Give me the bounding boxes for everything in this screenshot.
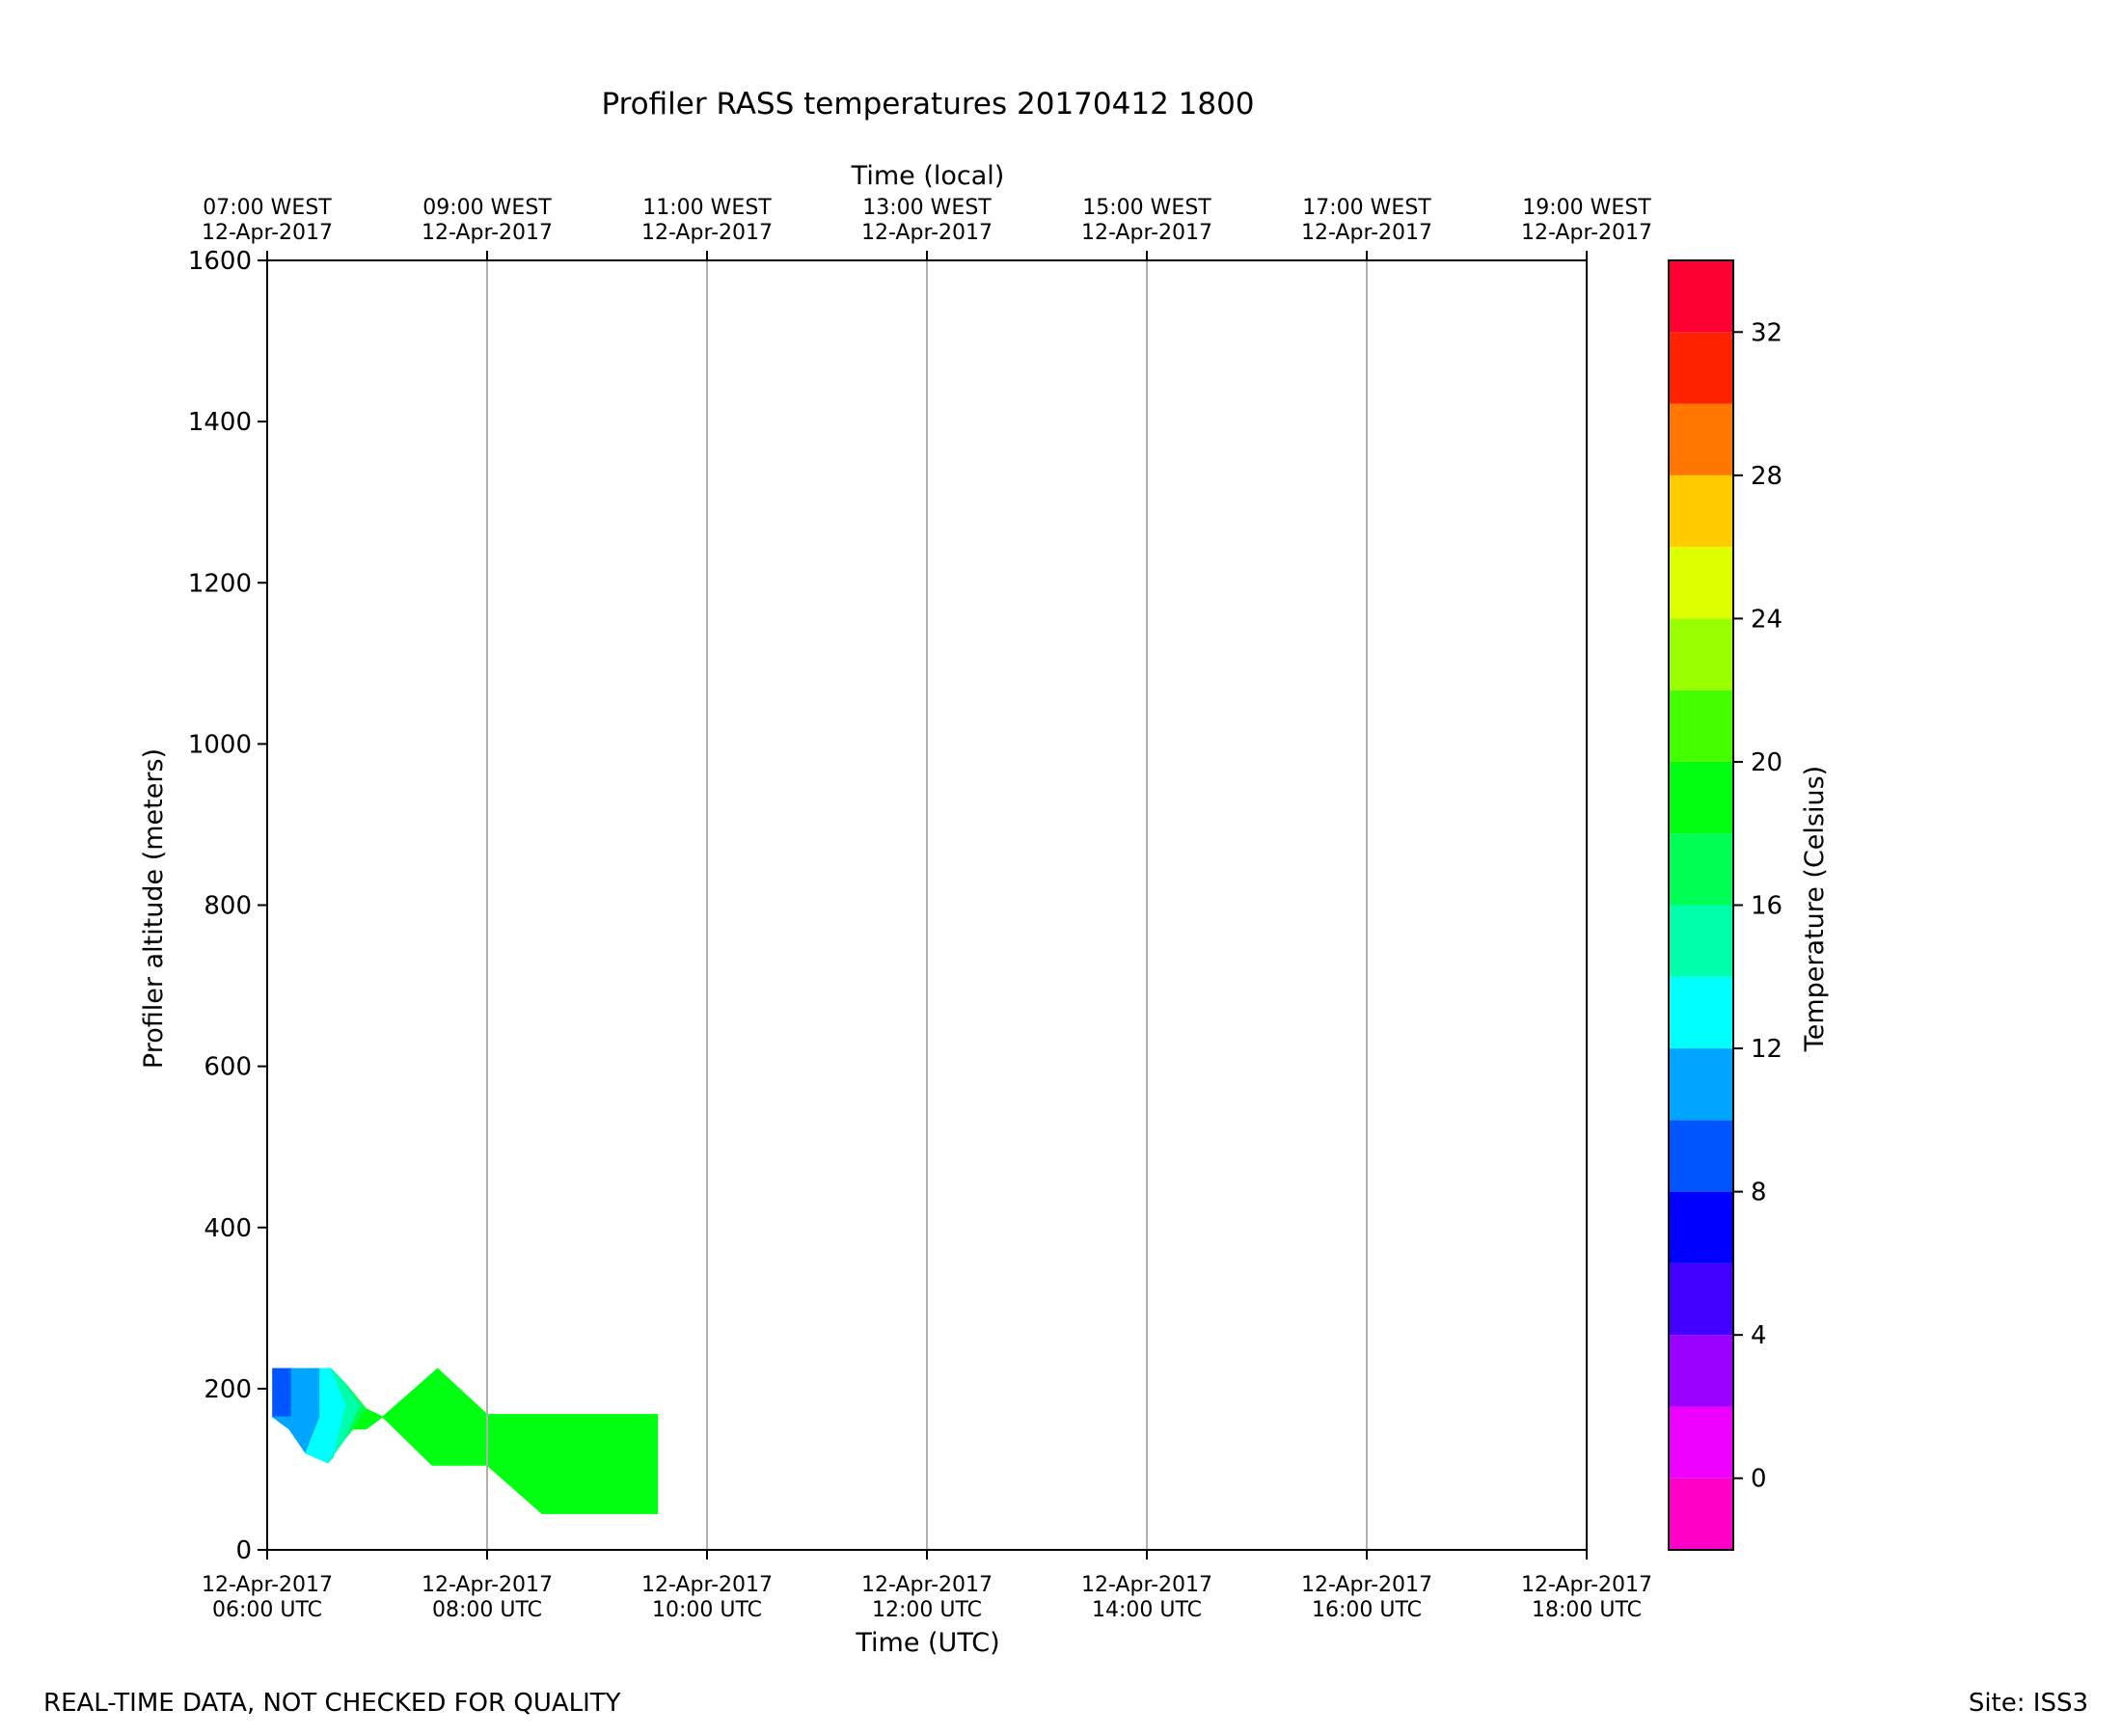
top-tick-label-date: 12-Apr-2017 [641,221,773,245]
colorbar-tick-label: 4 [1751,1321,1767,1350]
chart-title: Profiler RASS temperatures 20170412 1800 [601,87,1254,122]
region-band-18-20-a [351,1408,384,1430]
x-axis-label: Time (UTC) [855,1628,999,1658]
colorbar-swatch [1669,1478,1733,1550]
x-tick-label-time: 14:00 UTC [1092,1598,1202,1622]
footer-site-label: Site: ISS3 [1969,1689,2088,1718]
colorbar-swatch [1669,1262,1733,1336]
colorbar-swatch [1669,761,1733,834]
y-tick-label: 1000 [188,730,252,759]
colorbar-tick-label: 28 [1751,462,1782,491]
top-tick-label-time: 11:00 WEST [642,196,772,220]
x-tick-label-date: 12-Apr-2017 [1081,1573,1212,1597]
region-band-8-10 [272,1368,292,1418]
colorbar-swatch [1669,690,1733,762]
colorbar-tick-label: 8 [1751,1179,1767,1207]
x-tick-label-date: 12-Apr-2017 [422,1573,553,1597]
y-tick-label: 1200 [188,569,252,598]
y-tick-label: 800 [204,892,252,921]
y-tick-label: 1400 [188,408,252,437]
y-tick-label: 200 [204,1375,252,1404]
colorbar-tick-label: 32 [1751,318,1782,347]
colorbar-swatch [1669,618,1733,691]
top-tick-label-time: 19:00 WEST [1522,196,1651,220]
footer-quality-note: REAL-TIME DATA, NOT CHECKED FOR QUALITY [43,1689,621,1718]
y-tick-label: 0 [235,1536,252,1565]
colorbar-swatch [1669,475,1733,548]
y-axis-label: Profiler altitude (meters) [139,748,169,1069]
colorbar-swatch [1669,1048,1733,1121]
colorbar-tick-label: 20 [1751,748,1782,777]
x-tick-label-time: 18:00 UTC [1532,1598,1642,1622]
top-tick-label-time: 07:00 WEST [203,196,332,220]
top-tick-label-date: 12-Apr-2017 [1521,221,1652,245]
colorbar-swatch [1669,260,1733,333]
colorbar-swatch [1669,1406,1733,1478]
colorbar-swatch [1669,1191,1733,1263]
top-tick-label-date: 12-Apr-2017 [422,221,553,245]
top-tick-label-time: 09:00 WEST [422,196,552,220]
colorbar-swatch [1669,332,1733,404]
x-tick-label-date: 12-Apr-2017 [861,1573,993,1597]
top-tick-label-time: 13:00 WEST [862,196,992,220]
region-band-18-20-b [381,1368,659,1514]
y-tick-label: 600 [204,1053,252,1082]
top-tick-label-date: 12-Apr-2017 [1301,221,1432,245]
top-axis-label: Time (local) [851,161,1005,191]
x-tick-label-date: 12-Apr-2017 [202,1573,333,1597]
y-tick-label: 400 [204,1214,252,1243]
region-band-16-18 [345,1384,367,1438]
colorbar-tick-label: 0 [1751,1465,1767,1494]
colorbar-swatch [1669,403,1733,475]
x-tick-label-date: 12-Apr-2017 [641,1573,773,1597]
top-tick-label-date: 12-Apr-2017 [1081,221,1212,245]
colorbar-swatch [1669,905,1733,977]
y-tick-label: 1600 [188,247,252,276]
colorbar-swatch [1669,833,1733,906]
colorbar-swatch [1669,547,1733,619]
top-tick-label-time: 15:00 WEST [1082,196,1211,220]
x-tick-label-time: 16:00 UTC [1312,1598,1422,1622]
top-tick-label-date: 12-Apr-2017 [202,221,333,245]
x-tick-label-time: 10:00 UTC [652,1598,762,1622]
top-tick-label-date: 12-Apr-2017 [861,221,993,245]
colorbar-swatch [1669,1120,1733,1192]
x-tick-label-date: 12-Apr-2017 [1521,1573,1652,1597]
colorbar-swatch [1669,976,1733,1049]
colorbar-swatch [1669,1335,1733,1407]
colorbar-tick-label: 24 [1751,605,1782,634]
colorbar-tick-label: 16 [1751,892,1782,921]
x-tick-label-date: 12-Apr-2017 [1301,1573,1432,1597]
x-tick-label-time: 12:00 UTC [872,1598,982,1622]
top-tick-label-time: 17:00 WEST [1302,196,1431,220]
colorbar-tick-label: 12 [1751,1035,1782,1064]
colorbar-label: Temperature (Celsius) [1800,766,1830,1052]
x-tick-label-time: 06:00 UTC [212,1598,322,1622]
x-tick-label-time: 08:00 UTC [432,1598,542,1622]
